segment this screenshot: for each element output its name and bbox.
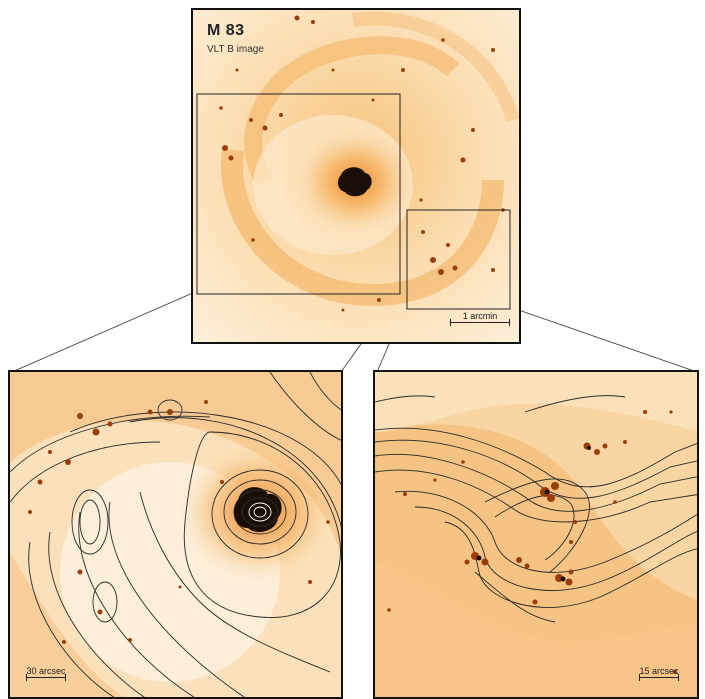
zoom-box-right — [406, 209, 511, 310]
contour-lines — [375, 395, 697, 623]
arm-band — [10, 372, 341, 555]
connector-line-right-outer — [509, 306, 698, 373]
light-region — [375, 372, 697, 432]
image-subtitle: VLT B image — [207, 44, 264, 55]
galaxy-main-image: M 83 VLT B image 1 arcmin — [191, 8, 521, 344]
spiral-arm — [244, 36, 460, 185]
image-title: M 83 — [207, 22, 245, 39]
spiral-arm — [220, 148, 504, 307]
spiral-arm — [352, 11, 519, 123]
main-scale-label: 1 arcmin — [462, 311, 498, 321]
light-region — [375, 562, 697, 697]
nucleus-scale-line — [26, 674, 66, 681]
zoom-box-left — [196, 93, 401, 295]
nucleus-zoom-render — [10, 372, 341, 697]
arm-scale-line — [639, 674, 679, 681]
arm-zoom-render — [375, 372, 697, 697]
hii-regions — [219, 15, 505, 312]
arm-scale-bar: 15 arcsec — [639, 666, 679, 681]
dark-knots — [476, 446, 591, 582]
arm-scale-label: 15 arcsec — [639, 666, 679, 676]
nucleus-scale-label: 30 arcsec — [26, 666, 66, 676]
core-contour-rings — [248, 502, 272, 522]
main-scale-bar: 1 arcmin — [450, 311, 510, 326]
galaxy-core — [337, 167, 372, 197]
connector-line-left-outer — [11, 291, 196, 373]
galaxy-main-render — [193, 10, 519, 342]
main-scale-line — [450, 319, 510, 326]
zoom-panel-nucleus: 30 arcsec — [8, 370, 343, 699]
hii-regions — [28, 400, 330, 644]
contour-lines — [10, 372, 341, 697]
zoom-panel-arm: 15 arcsec — [373, 370, 699, 699]
arm-band — [10, 552, 124, 697]
nucleus-scale-bar: 30 arcsec — [26, 666, 66, 681]
